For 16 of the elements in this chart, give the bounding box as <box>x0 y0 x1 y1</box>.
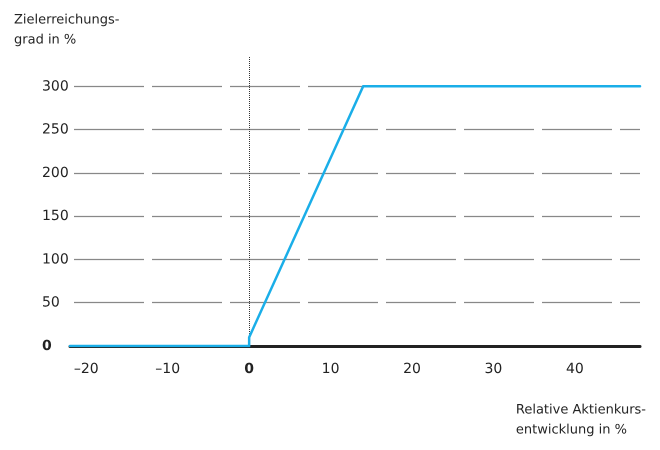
x-tick-label: –20 <box>74 361 99 377</box>
x-tick-label: –10 <box>155 361 180 377</box>
y-tick-label: 0 <box>42 338 52 354</box>
x-tick-label: 40 <box>566 361 584 377</box>
y-tick-label: 250 <box>42 122 69 138</box>
x-axis-title: Relative Aktienkurs- entwicklung in % <box>516 402 646 438</box>
y-axis-title: Zielerreichungs- grad in % <box>14 12 120 48</box>
y-tick-label: 100 <box>42 251 69 268</box>
y-tick-label: 150 <box>42 208 69 224</box>
y-tick-label: 300 <box>42 78 69 94</box>
x-tick-label: 10 <box>322 361 340 377</box>
x-tick-label: 20 <box>403 361 421 377</box>
y-tick-label: 200 <box>42 164 69 181</box>
x-tick-label: 30 <box>484 361 502 377</box>
x-tick-label: 0 <box>244 361 254 377</box>
y-tick-label: 50 <box>42 294 60 311</box>
